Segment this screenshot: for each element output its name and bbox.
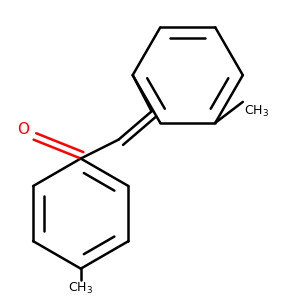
Text: O: O (17, 122, 29, 136)
Text: CH$_3$: CH$_3$ (68, 281, 93, 296)
Text: CH$_3$: CH$_3$ (244, 103, 269, 118)
